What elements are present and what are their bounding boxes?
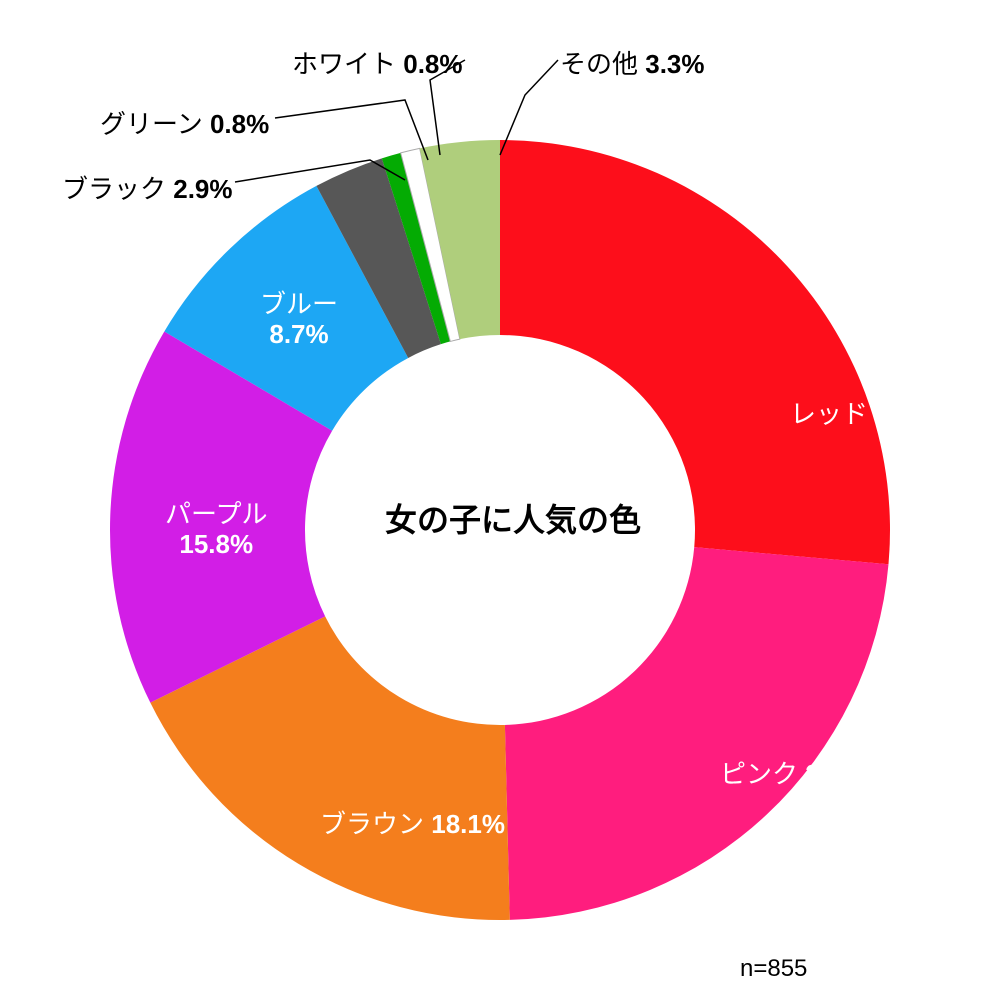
label-pct: 26.4% [875, 399, 949, 429]
label-レッド: レッド 26.4% [790, 400, 949, 430]
label-ブラック: ブラック 2.9% [62, 175, 233, 205]
label-name: グリーン [100, 109, 203, 139]
label-pct: 2.9% [173, 174, 232, 204]
label-pct: 3.3% [645, 49, 704, 79]
label-ブルー: ブルー8.7% [260, 290, 338, 350]
slice-ピンク [505, 547, 889, 920]
leader-グリーン [275, 100, 428, 160]
label-ホワイト: ホワイト 0.8% [292, 50, 463, 80]
label-pct: 0.8% [403, 49, 462, 79]
donut-chart: レッド 26.4% ピンク 23.2% ブラウン 18.1% パープル15.8% ブルー… [0, 0, 1000, 1000]
label-グリーン: グリーン 0.8% [100, 110, 269, 140]
label-その他: その他 3.3% [560, 50, 705, 80]
label-name: ブルー [260, 289, 338, 319]
label-name: レッド [790, 399, 868, 429]
label-name: ホワイト [292, 49, 396, 79]
label-name: ピンク [720, 759, 798, 789]
label-name: パープル [165, 499, 267, 529]
label-ピンク: ピンク 23.2% [720, 760, 879, 790]
label-pct: 15.8% [165, 530, 267, 560]
label-name: ブラウン [320, 809, 424, 839]
chart-center-title: 女の子に人気の色 [385, 495, 641, 541]
label-name: その他 [560, 49, 638, 79]
label-pct: 23.2% [805, 759, 879, 789]
sample-size-label: n=855 [740, 955, 807, 983]
label-pct: 18.1% [431, 809, 505, 839]
label-pct: 8.7% [260, 320, 338, 350]
label-pct: 0.8% [210, 109, 269, 139]
label-ブラウン: ブラウン 18.1% [320, 810, 505, 840]
label-パープル: パープル15.8% [165, 500, 267, 560]
label-name: ブラック [62, 174, 166, 204]
